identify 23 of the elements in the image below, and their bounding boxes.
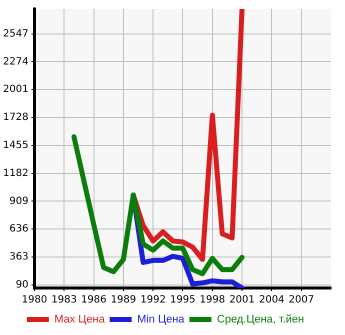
y-tick-label: 90 (16, 280, 28, 291)
y-tick-label: 2547 (2, 28, 28, 40)
x-tick-label: 1992 (140, 294, 166, 306)
y-tick-label: 2274 (2, 56, 28, 68)
x-tick-label: 1989 (110, 294, 136, 306)
x-tick-label: 1980 (22, 294, 48, 306)
x-tick-label: 1998 (200, 294, 226, 306)
x-tick-label: 2004 (258, 294, 284, 306)
x-tick-label: 1983 (51, 294, 77, 306)
legend-label: Max Цена (54, 314, 106, 326)
x-tick-label: 1995 (170, 294, 196, 306)
y-tick-label: 909 (9, 196, 28, 207)
y-tick-label: 363 (9, 252, 28, 263)
x-tick-label: 2007 (288, 294, 314, 306)
legend-label: Сред.Цена, т.йен (216, 314, 304, 326)
x-tick-label: 1986 (81, 294, 106, 306)
legend-label: Min Цена (137, 314, 186, 326)
x-tick-label: 2001 (229, 294, 255, 306)
y-tick-label: 1455 (2, 140, 28, 152)
y-tick-label: 636 (9, 224, 28, 235)
y-tick-label: 1728 (2, 112, 28, 124)
y-tick-label: 2001 (2, 84, 28, 96)
y-tick-label: 1182 (2, 168, 28, 179)
